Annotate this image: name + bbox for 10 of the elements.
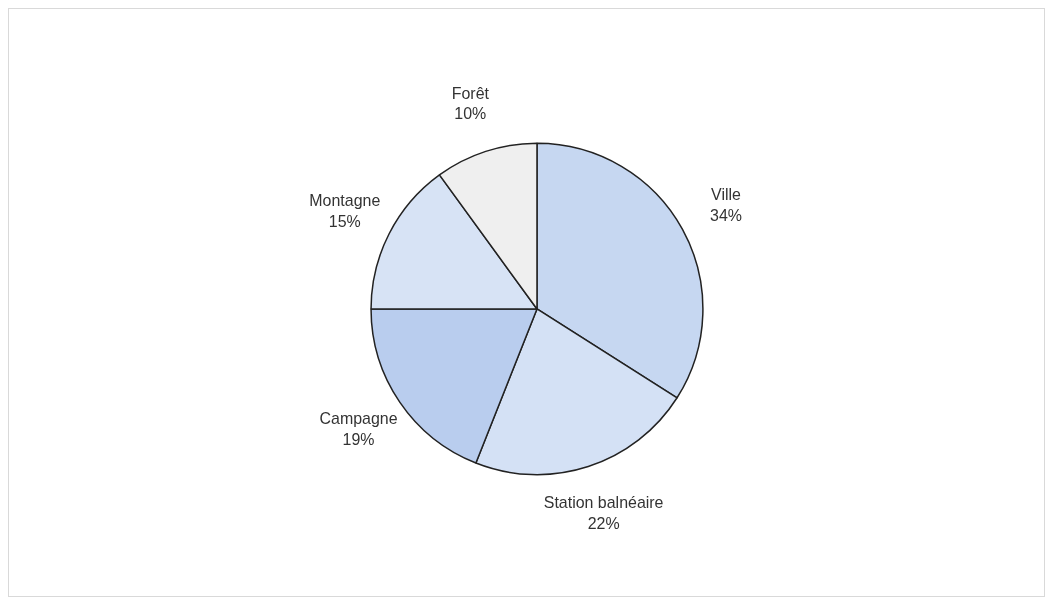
- slice-label: Ville: [711, 185, 742, 203]
- data-label: 10%: [454, 105, 487, 123]
- data-label: 34%: [710, 206, 742, 224]
- slice-label: Forêt: [451, 84, 490, 102]
- data-label: 22%: [587, 515, 620, 533]
- slice-label: Station balnéaire: [543, 494, 664, 512]
- data-label: 15%: [328, 212, 361, 230]
- slice-label: Montagne: [309, 191, 381, 209]
- data-label: 19%: [342, 431, 375, 449]
- slice-label: Campagne: [319, 410, 398, 428]
